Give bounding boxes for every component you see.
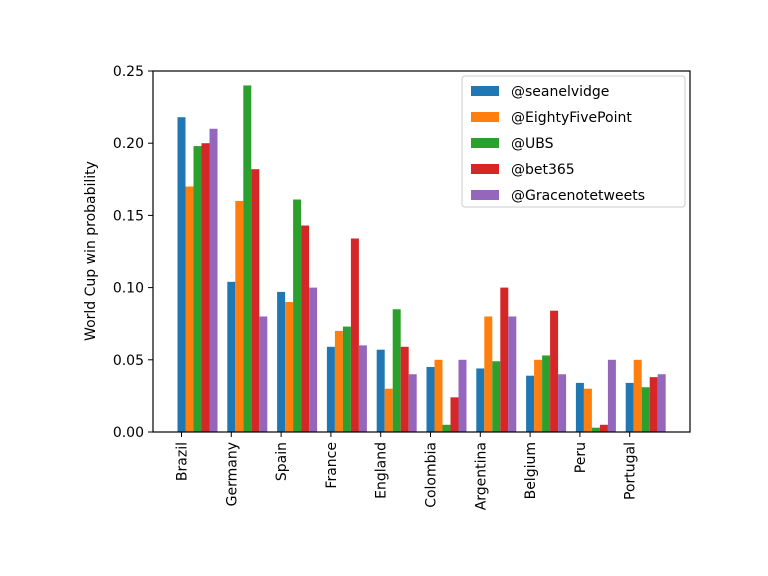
legend: @seanelvidge @EightyFivePoint @UBS @bet365 @… bbox=[461, 75, 686, 208]
x-tick-label: Germany bbox=[224, 442, 240, 506]
bar-brazil-series-0 bbox=[177, 117, 186, 433]
bar-spain-series-3 bbox=[301, 225, 310, 432]
x-tick-label: France bbox=[324, 442, 340, 489]
x-tick-label: England bbox=[374, 442, 390, 499]
bar-argentina-series-4 bbox=[508, 316, 517, 432]
y-tick-label: 0.15 bbox=[113, 208, 144, 224]
legend-swatch bbox=[471, 138, 499, 148]
bar-colombia-series-4 bbox=[458, 359, 467, 432]
bar-france-series-4 bbox=[358, 345, 367, 432]
bar-brazil-series-3 bbox=[201, 143, 210, 432]
x-tick-label: Peru bbox=[573, 442, 589, 473]
bar-england-series-0 bbox=[376, 349, 385, 432]
legend-label: @Gracenotetweets bbox=[511, 188, 645, 204]
bar-argentina-series-1 bbox=[484, 316, 493, 432]
y-tick-label: 0.25 bbox=[113, 64, 144, 80]
bar-brazil-series-2 bbox=[193, 146, 202, 432]
bar-germany-series-3 bbox=[251, 169, 260, 432]
bar-portugal-series-3 bbox=[649, 377, 658, 432]
bar-england-series-4 bbox=[408, 374, 417, 432]
bar-france-series-0 bbox=[326, 346, 335, 432]
bar-england-series-1 bbox=[384, 388, 393, 432]
legend-label: @UBS bbox=[511, 136, 554, 152]
bar-germany-series-0 bbox=[227, 281, 236, 432]
x-tick-label: Colombia bbox=[424, 442, 440, 508]
bar-brazil-series-1 bbox=[185, 186, 194, 432]
y-tick-label: 0.00 bbox=[113, 425, 144, 441]
bar-belgium-series-1 bbox=[534, 359, 543, 432]
bar-germany-series-1 bbox=[235, 200, 244, 432]
bar-peru-series-2 bbox=[591, 427, 600, 432]
bar-belgium-series-2 bbox=[542, 355, 551, 432]
bar-peru-series-4 bbox=[607, 359, 616, 432]
bar-colombia-series-2 bbox=[442, 424, 451, 432]
y-tick-label: 0.20 bbox=[113, 136, 144, 152]
bar-argentina-series-3 bbox=[500, 287, 509, 432]
bar-england-series-3 bbox=[400, 346, 409, 432]
bar-belgium-series-0 bbox=[526, 375, 535, 432]
bar-brazil-series-4 bbox=[209, 128, 218, 432]
legend-swatch bbox=[471, 86, 499, 96]
bar-peru-series-0 bbox=[575, 382, 584, 432]
legend-label: @EightyFivePoint bbox=[511, 110, 632, 126]
bar-portugal-series-2 bbox=[641, 387, 650, 432]
bar-belgium-series-3 bbox=[550, 310, 559, 432]
plot-frame bbox=[152, 70, 691, 433]
bar-portugal-series-4 bbox=[657, 374, 666, 432]
bars-group bbox=[177, 85, 666, 433]
x-tick-label: Argentina bbox=[473, 442, 489, 510]
x-tick-label: Belgium bbox=[523, 442, 539, 499]
bar-peru-series-1 bbox=[583, 388, 592, 432]
bar-argentina-series-0 bbox=[476, 368, 485, 432]
x-tick-label: Portugal bbox=[623, 442, 639, 500]
bar-germany-series-2 bbox=[243, 85, 252, 432]
x-axis: Brazil Germany Spain France England Colombia A… bbox=[175, 432, 639, 510]
legend-swatch bbox=[471, 112, 499, 122]
bar-colombia-series-0 bbox=[426, 367, 435, 432]
bar-spain-series-4 bbox=[309, 287, 318, 432]
bar-argentina-series-2 bbox=[492, 361, 501, 432]
bar-france-series-3 bbox=[350, 238, 359, 432]
bar-spain-series-0 bbox=[277, 291, 286, 432]
legend-label: @seanelvidge bbox=[511, 84, 609, 100]
legend-swatch bbox=[471, 164, 499, 174]
bar-colombia-series-3 bbox=[450, 397, 459, 432]
bar-england-series-2 bbox=[392, 309, 401, 432]
x-tick-label: Spain bbox=[274, 442, 290, 481]
bar-germany-series-4 bbox=[259, 316, 268, 432]
legend-swatch bbox=[471, 190, 499, 200]
bar-spain-series-1 bbox=[285, 302, 294, 432]
legend-label: @bet365 bbox=[511, 162, 575, 178]
bar-france-series-1 bbox=[334, 330, 343, 432]
y-tick-label: 0.05 bbox=[113, 353, 144, 369]
y-axis-label: World Cup win probability bbox=[83, 161, 99, 341]
y-axis: 0.00 0.05 0.10 0.15 0.20 0.25 bbox=[113, 64, 153, 441]
y-tick-label: 0.10 bbox=[113, 281, 144, 297]
bar-spain-series-2 bbox=[293, 199, 302, 432]
bar-portugal-series-0 bbox=[625, 382, 634, 432]
bar-colombia-series-1 bbox=[434, 359, 443, 432]
legend-frame bbox=[461, 75, 686, 208]
bar-belgium-series-4 bbox=[558, 374, 567, 432]
bar-france-series-2 bbox=[342, 326, 351, 432]
bar-peru-series-3 bbox=[599, 424, 608, 432]
bar-portugal-series-1 bbox=[633, 359, 642, 432]
x-tick-label: Brazil bbox=[175, 442, 191, 481]
